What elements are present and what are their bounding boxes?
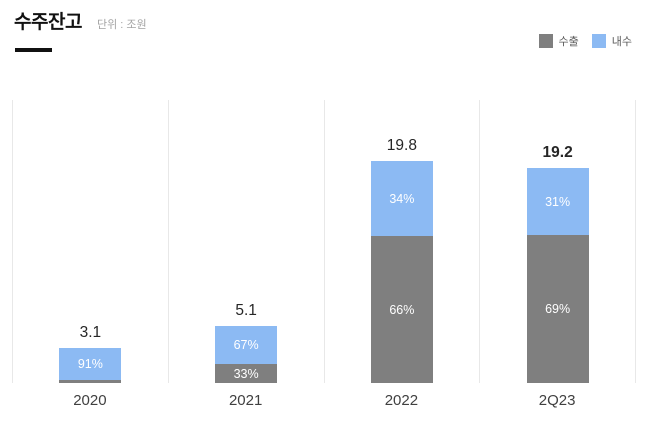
segment-percent-label: 34% [389, 191, 415, 206]
category-label: 2022 [384, 392, 419, 409]
bar-total-label: 19.8 [386, 136, 417, 154]
category-label: 2020 [73, 392, 107, 409]
chart-title: 수주잔고 [14, 12, 82, 33]
export-color-swatch [538, 34, 553, 48]
chart-column: 3.1 91% [12, 100, 168, 383]
legend-item-export: 수출 [538, 33, 579, 49]
legend-label-export: 수출 [558, 36, 579, 48]
chart-column: 19.2 31% 69% [479, 100, 635, 383]
chart-column: 19.8 34% 66% [323, 100, 480, 383]
domestic-color-swatch [591, 34, 606, 48]
category-axis: 2020 2021 2022 2Q23 [12, 392, 635, 409]
category-label: 2021 [228, 392, 263, 409]
segment-percent-label: 67% [233, 338, 259, 352]
stacked-bar: 67% 33% [215, 326, 278, 383]
bar-total-label: 19.2 [542, 143, 573, 161]
title-underline-dash [15, 48, 52, 52]
segment-percent-label: 31% [545, 194, 571, 209]
chart-column: 5.1 67% 33% [167, 100, 324, 383]
unit-label: 단위 : 조원 [97, 19, 147, 31]
domestic-segment: 34% [370, 161, 433, 236]
export-segment: 69% [526, 235, 589, 383]
segment-percent-label: 66% [389, 302, 415, 317]
stacked-bar: 34% 66% [370, 161, 433, 383]
segment-percent-label: 91% [77, 357, 103, 371]
plot-area: 3.1 91% 5.1 67% 33% 19.8 34% 66% 19.2 31% 69% [12, 100, 636, 383]
bar-total-label: 3.1 [79, 323, 102, 341]
export-segment: 33% [215, 364, 278, 383]
domestic-segment: 31% [526, 168, 589, 235]
export-segment [59, 380, 122, 383]
export-segment: 66% [370, 236, 433, 383]
legend-item-domestic: 내수 [591, 33, 632, 49]
stacked-bar: 31% 69% [526, 168, 589, 383]
domestic-segment: 91% [59, 348, 122, 380]
legend: 수출 내수 [538, 33, 632, 49]
segment-percent-label: 69% [545, 302, 571, 316]
legend-label-domestic: 내수 [611, 36, 632, 48]
segment-percent-label: 33% [233, 366, 259, 381]
bar-total-label: 5.1 [235, 301, 257, 319]
category-label: 2Q23 [538, 392, 576, 409]
stacked-bar: 91% [59, 348, 122, 383]
domestic-segment: 67% [215, 326, 278, 364]
